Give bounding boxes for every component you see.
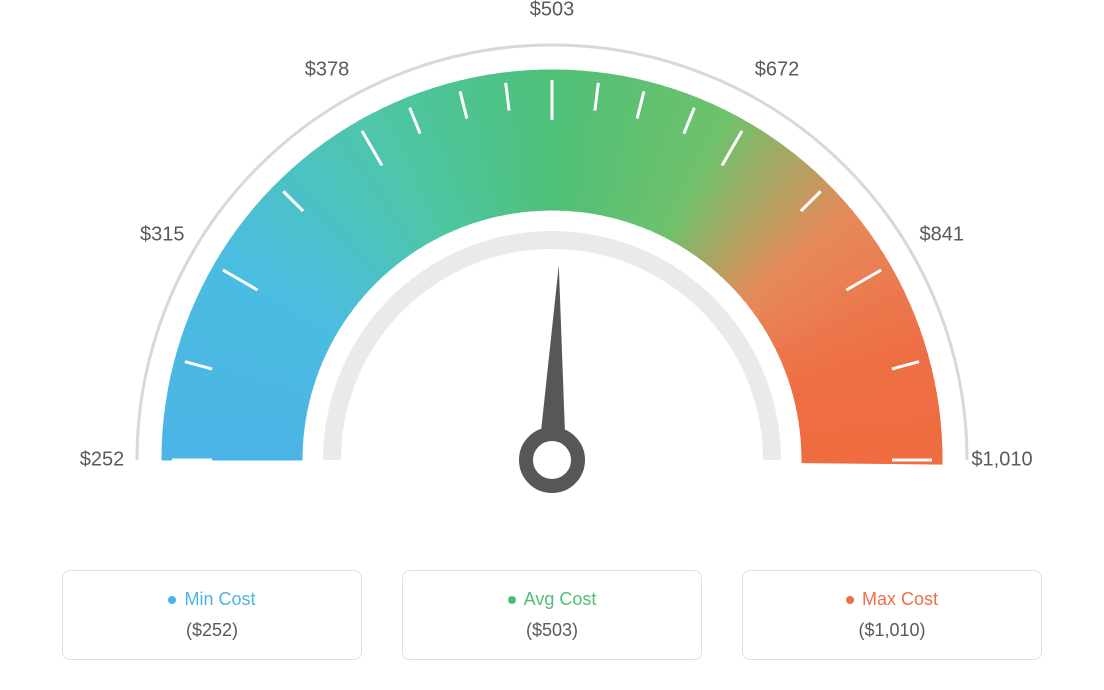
gauge-tick-label: $672 <box>755 59 800 82</box>
legend-max-label: Max Cost <box>862 589 938 610</box>
legend-avg-title: Avg Cost <box>508 589 597 610</box>
gauge-chart: $252 $315 $378 $503 $672 $841 $1,010 <box>0 0 1104 560</box>
gauge-tick-label: $378 <box>305 59 350 82</box>
legend-max-dot <box>846 596 854 604</box>
gauge-svg <box>0 0 1104 560</box>
gauge-tick-label: $1,010 <box>971 449 1032 472</box>
gauge-tick-label: $841 <box>919 224 964 247</box>
legend-min-title: Min Cost <box>168 589 255 610</box>
legend-max-box: Max Cost ($1,010) <box>742 570 1042 660</box>
legend-min-label: Min Cost <box>184 589 255 610</box>
legend-max-value: ($1,010) <box>767 620 1017 641</box>
legend-avg-value: ($503) <box>427 620 677 641</box>
legend-min-dot <box>168 596 176 604</box>
legend-avg-dot <box>508 596 516 604</box>
legend-avg-label: Avg Cost <box>524 589 597 610</box>
legend-row: Min Cost ($252) Avg Cost ($503) Max Cost… <box>0 570 1104 660</box>
gauge-tick-label: $252 <box>80 449 125 472</box>
legend-min-value: ($252) <box>87 620 337 641</box>
gauge-tick-label: $315 <box>140 224 185 247</box>
legend-max-title: Max Cost <box>846 589 938 610</box>
legend-min-box: Min Cost ($252) <box>62 570 362 660</box>
legend-avg-box: Avg Cost ($503) <box>402 570 702 660</box>
gauge-tick-label: $503 <box>530 0 575 22</box>
